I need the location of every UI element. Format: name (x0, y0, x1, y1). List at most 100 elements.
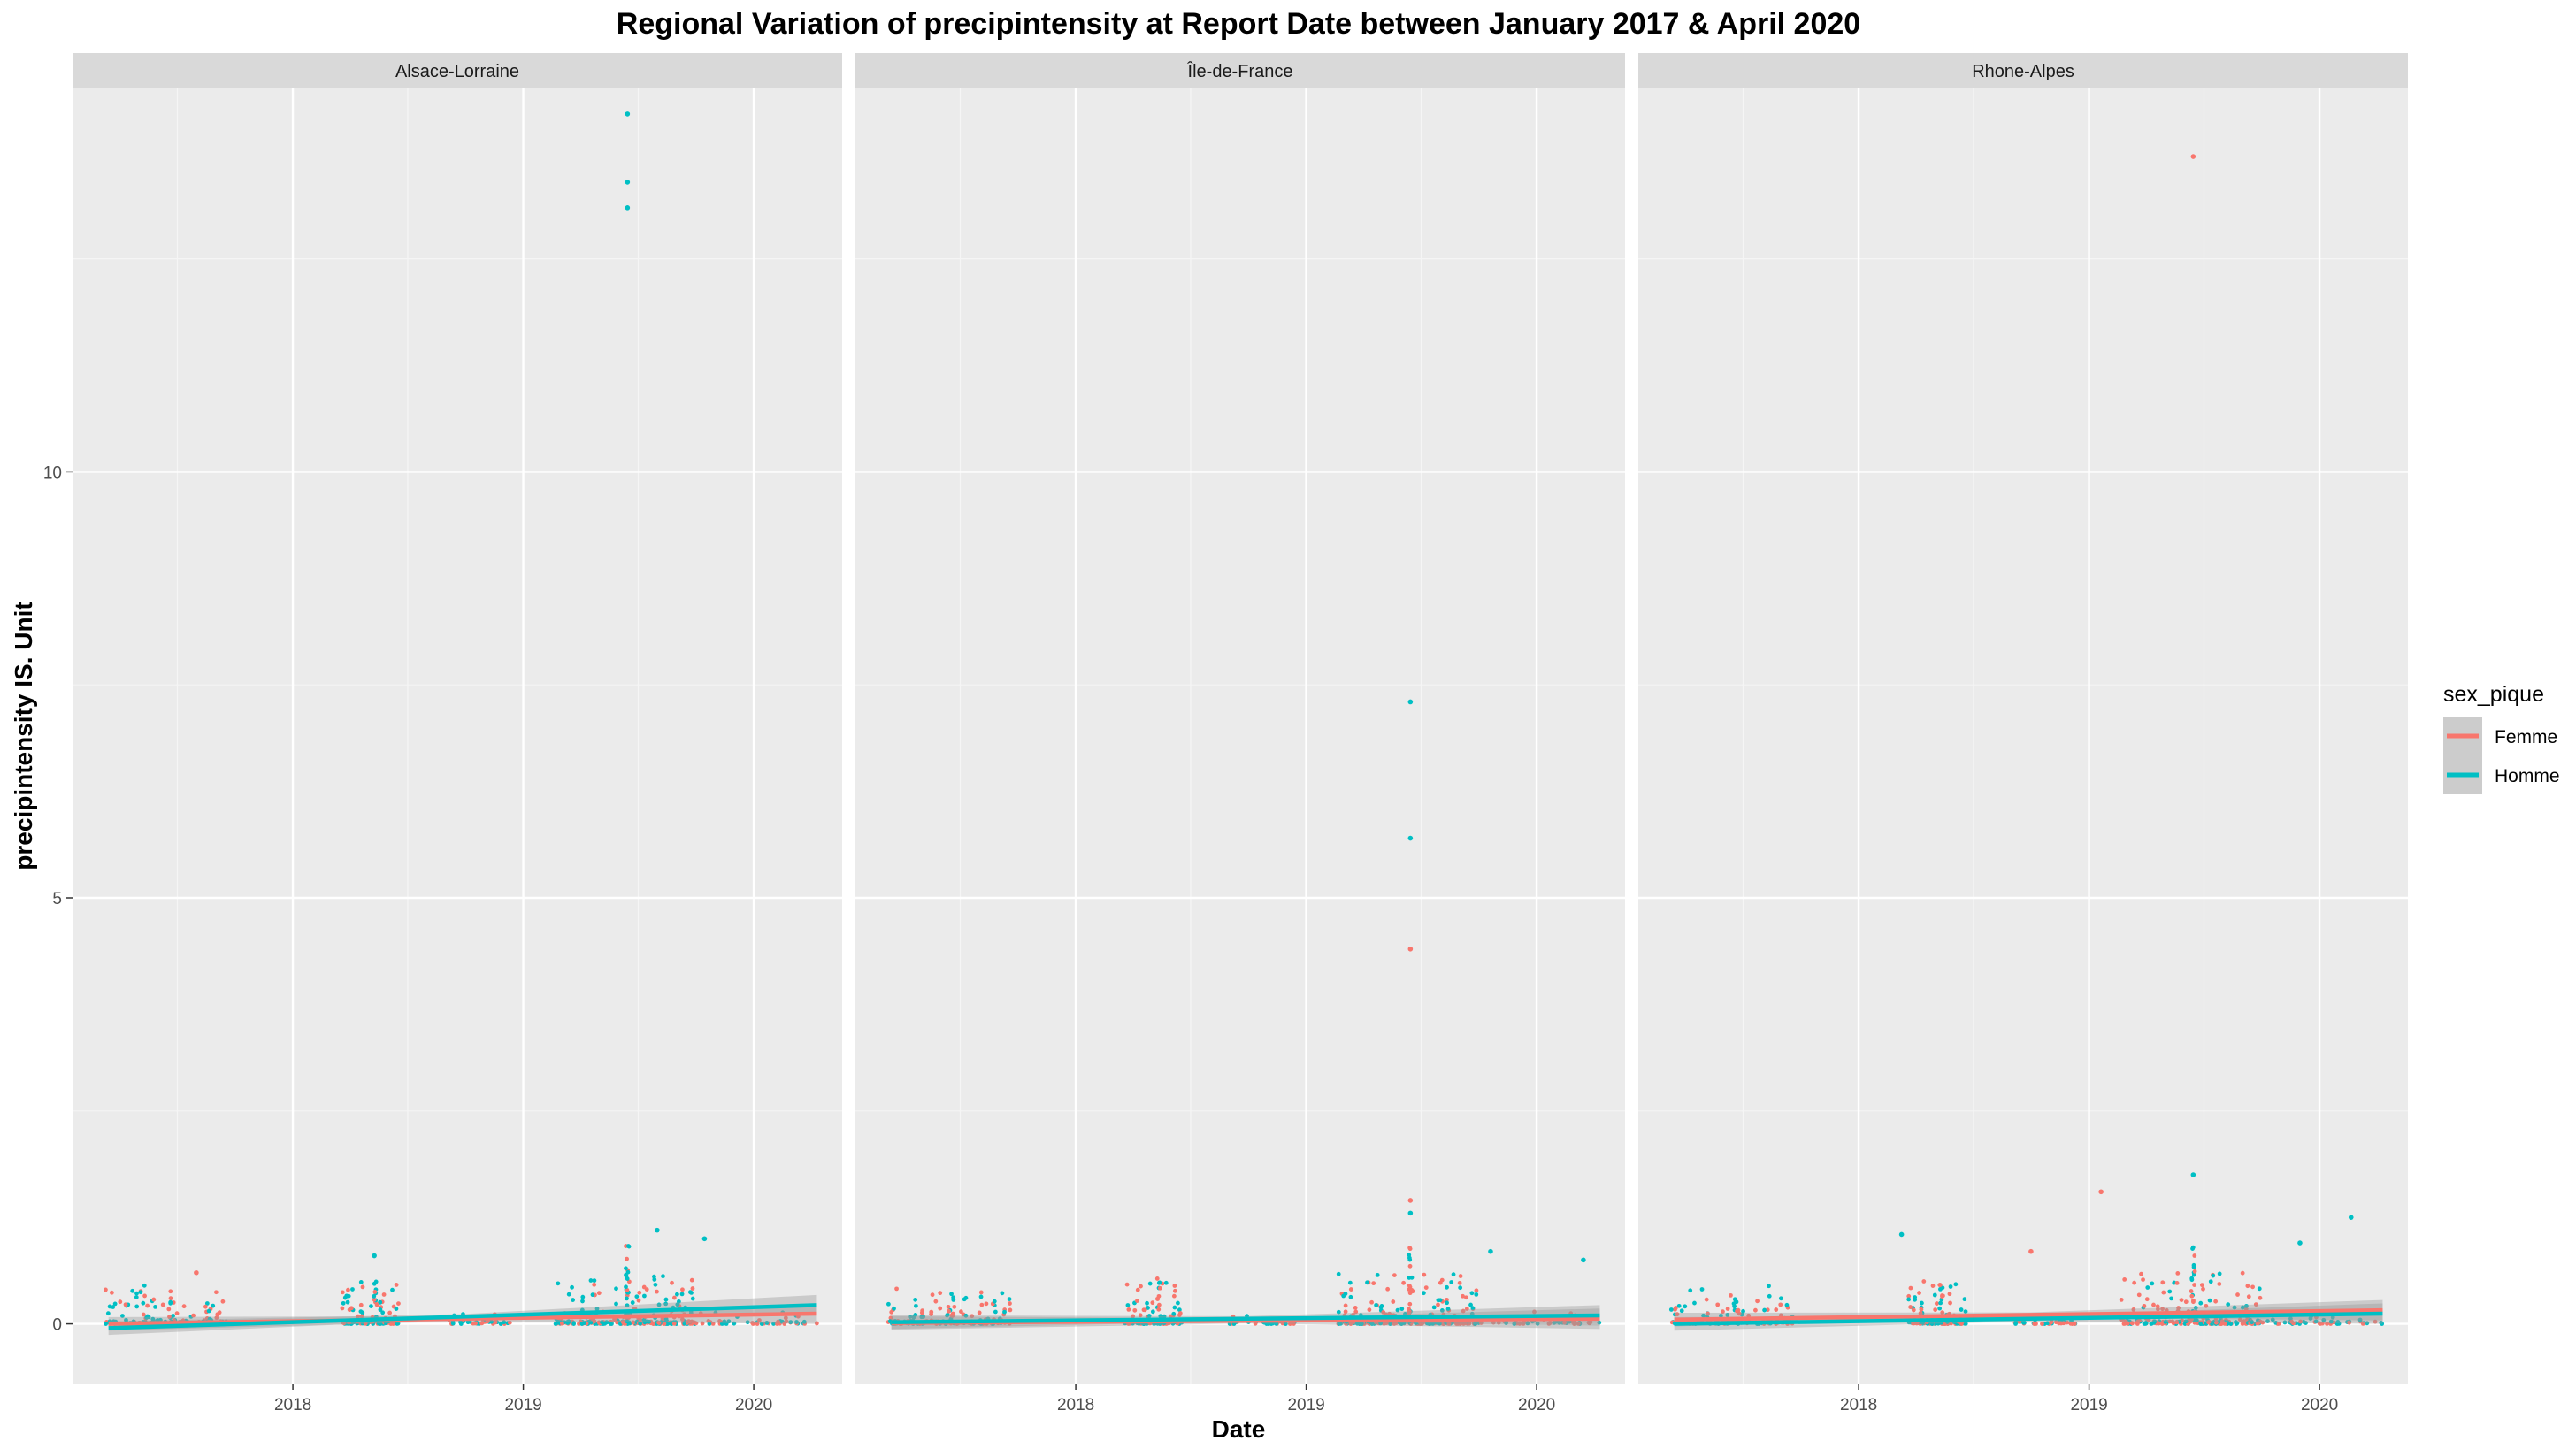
scatter-point (750, 1321, 755, 1325)
scatter-point (2266, 1319, 2270, 1323)
scatter-point (636, 1298, 641, 1303)
scatter-point (892, 1306, 896, 1311)
scatter-point (1425, 1321, 1430, 1326)
facet-strip (73, 53, 842, 88)
scatter-point (369, 1304, 373, 1308)
panel-background (73, 88, 842, 1384)
scatter-point (2183, 1319, 2189, 1324)
scatter-point (1767, 1284, 1771, 1289)
scatter-point (625, 1303, 630, 1308)
scatter-point (1371, 1281, 1376, 1286)
scatter-point (340, 1306, 345, 1311)
scatter-point (656, 1302, 662, 1307)
scatter-point (1132, 1307, 1138, 1313)
scatter-point (2132, 1280, 2137, 1285)
scatter-point (1407, 1283, 1412, 1288)
scatter-point (2258, 1295, 2263, 1300)
scatter-point (1338, 1321, 1343, 1326)
scatter-point (394, 1307, 399, 1311)
scatter-point (2217, 1271, 2222, 1276)
scatter-point (1353, 1306, 1358, 1310)
chart-title: Regional Variation of precipintensity at… (617, 7, 1860, 41)
scatter-point (1124, 1282, 1130, 1287)
y-tick-label: 0 (52, 1316, 62, 1335)
scatter-point (726, 1319, 732, 1324)
scatter-point (2034, 1322, 2038, 1326)
scatter-point (689, 1277, 694, 1283)
scatter-point (2049, 1320, 2053, 1325)
scatter-point (1385, 1286, 1391, 1292)
scatter-point (1336, 1271, 1341, 1276)
scatter-point (930, 1292, 935, 1298)
scatter-point (1156, 1302, 1162, 1307)
scatter-point (2160, 1280, 2166, 1285)
scatter-point (1762, 1307, 1767, 1313)
scatter-point (651, 1322, 656, 1326)
scatter-point (1007, 1297, 1012, 1302)
scatter-point (1348, 1294, 1353, 1300)
scatter-point (2125, 1321, 2130, 1326)
scatter-point (2163, 1320, 2168, 1324)
scatter-point (1947, 1292, 1952, 1297)
scatter-point (913, 1313, 918, 1317)
scatter-point (2208, 1279, 2213, 1284)
scatter-point (700, 1321, 705, 1326)
scatter-point (1962, 1297, 1967, 1302)
scatter-point (2171, 1321, 2176, 1326)
scatter-point (945, 1312, 950, 1317)
scatter-point (2065, 1320, 2070, 1325)
scatter-point (2234, 1320, 2239, 1325)
scatter-point (1572, 1322, 1576, 1326)
scatter-point (372, 1293, 377, 1299)
scatter-point (467, 1319, 472, 1324)
scatter-point (2151, 1302, 2156, 1307)
scatter-point (984, 1301, 989, 1307)
scatter-point (1725, 1307, 1730, 1311)
scatter-point (1532, 1309, 1537, 1315)
scatter-point (1917, 1291, 1921, 1295)
scatter-point (191, 1313, 196, 1318)
scatter-point (2257, 1286, 2262, 1292)
scatter-point (993, 1309, 998, 1315)
scatter-point (1562, 1320, 1567, 1325)
scatter-point (1357, 1322, 1362, 1326)
scatter-point (1135, 1287, 1140, 1292)
scatter-point (1430, 1321, 1436, 1326)
scatter-point (661, 1274, 665, 1279)
x-tick-label: 2020 (2301, 1396, 2338, 1414)
scatter-point (1940, 1294, 1944, 1300)
scatter-point (346, 1287, 350, 1292)
scatter-point (2072, 1322, 2077, 1326)
scatter-point (166, 1307, 172, 1312)
scatter-point (2260, 1320, 2266, 1325)
scatter-point (1374, 1303, 1379, 1307)
scatter-point (600, 1320, 604, 1325)
scatter-point (1473, 1322, 1478, 1326)
scatter-point (1000, 1291, 1005, 1296)
scatter-point (1158, 1314, 1163, 1319)
scatter-point (372, 1297, 377, 1302)
trend-line-femme (1674, 1307, 2383, 1322)
scatter-point (2270, 1317, 2275, 1322)
scatter-point (1378, 1305, 1384, 1310)
scatter-point (1445, 1297, 1449, 1302)
scatter-point (1692, 1300, 1697, 1306)
scatter-point (372, 1290, 378, 1294)
scatter-point (1457, 1280, 1462, 1285)
scatter-point (1918, 1311, 1923, 1315)
scatter-point (2211, 1273, 2216, 1278)
scatter-point (919, 1315, 924, 1320)
scatter-point (2119, 1297, 2124, 1302)
scatter-point (2204, 1303, 2209, 1308)
scatter-point (2189, 1277, 2195, 1283)
scatter-point (690, 1286, 695, 1291)
scatter-point (962, 1297, 967, 1302)
scatter-point-highlight (1407, 1198, 1414, 1203)
scatter-point (2191, 1272, 2196, 1277)
scatter-point (215, 1312, 220, 1317)
scatter-point (2176, 1306, 2181, 1310)
scatter-point (1908, 1305, 1913, 1309)
scatter-point (582, 1321, 586, 1326)
scatter-point (2141, 1277, 2145, 1283)
scatter-point (105, 1311, 111, 1316)
